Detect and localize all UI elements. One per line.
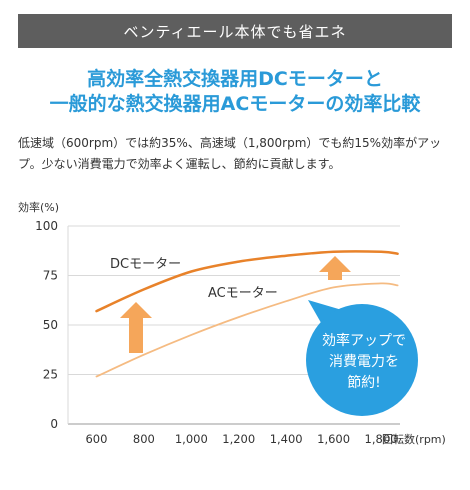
callout-line-1: 効率アップで: [322, 332, 406, 349]
improvement-arrow-icon: [120, 302, 152, 353]
callout-line-2: 消費電力を: [329, 353, 399, 370]
y-tick-label: 75: [43, 269, 58, 283]
improvement-arrow-icon: [319, 256, 351, 280]
x-axis-label: 回転数(rpm): [382, 433, 446, 446]
y-tick-label: 50: [43, 318, 58, 332]
dc-motor-line: [95, 250, 399, 313]
ac-motor-label: ACモーター: [208, 286, 278, 301]
ac-motor-line: [95, 282, 399, 378]
description-line-2: プ。少ない消費電力で効率よく運転し、節約に貢献します。: [18, 157, 341, 171]
y-tick-label: 25: [43, 368, 58, 382]
description-line-1: 低速域（600rpm）では約35%、高速域（1,800rpm）でも約15%効率が…: [18, 136, 442, 150]
x-tick-label: 1,000: [175, 432, 208, 446]
x-tick-label: 1,600: [317, 432, 350, 446]
headline-line-1: 高効率全熱交換器用DCモーターと: [87, 68, 383, 90]
page-banner: ベンティエール本体でも省エネ: [18, 14, 452, 48]
callout-pointer: [308, 300, 342, 328]
x-tick-label: 1,800: [365, 432, 398, 446]
callout-bubble: [306, 304, 418, 416]
headline-line-2: 一般的な熱交換器用ACモーターの効率比較: [49, 93, 421, 115]
dc-motor-label: DCモーター: [110, 257, 181, 272]
headline: 高効率全熱交換器用DCモーターと 一般的な熱交換器用ACモーターの効率比較: [0, 67, 470, 117]
y-axis-label: 効率(%): [18, 200, 59, 214]
x-tick-label: 1,400: [270, 432, 303, 446]
y-tick-label: 0: [50, 417, 58, 431]
callout-line-3: 節約!: [347, 374, 381, 391]
x-tick-label: 600: [85, 432, 107, 446]
description: 低速域（600rpm）では約35%、高速域（1,800rpm）でも約15%効率が…: [18, 133, 458, 175]
x-tick-label: 1,200: [222, 432, 255, 446]
y-tick-label: 100: [35, 219, 58, 233]
efficiency-callout: 効率アップで 消費電力を 節約!: [304, 317, 424, 407]
x-tick-label: 800: [133, 432, 155, 446]
